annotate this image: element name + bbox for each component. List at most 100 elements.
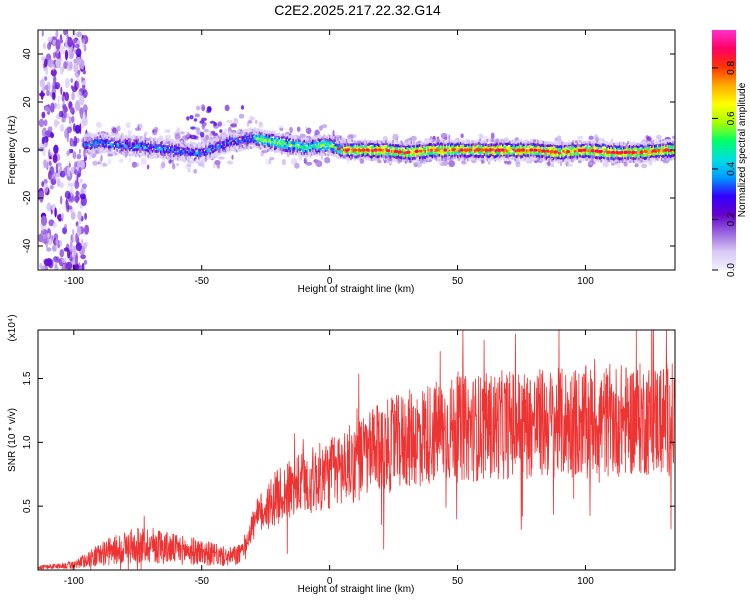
heat-cell <box>494 157 497 161</box>
heat-cell <box>427 158 430 162</box>
heat-cell <box>98 141 100 145</box>
heat-cell <box>83 259 88 265</box>
heat-cell <box>300 140 303 144</box>
heat-cell <box>292 152 295 156</box>
heat-cell <box>297 151 300 155</box>
snr-y-label: SNR (10 * v/v) <box>7 408 18 472</box>
heat-cell <box>410 144 413 148</box>
heat-cell <box>511 139 514 143</box>
heat-cell <box>230 146 233 150</box>
heat-cell <box>490 150 493 154</box>
heat-cell <box>378 152 380 156</box>
heat-cell <box>296 126 301 132</box>
heat-cell <box>134 139 137 142</box>
heat-cell <box>219 136 221 140</box>
heat-cell <box>290 141 293 145</box>
heat-cell <box>196 143 199 147</box>
heat-cell <box>573 154 576 158</box>
heat-cell <box>456 150 459 154</box>
heat-peak <box>377 148 382 152</box>
heat-cell <box>587 157 590 161</box>
heat-cell <box>153 141 155 145</box>
heat-cell <box>137 142 140 146</box>
heat-cell <box>386 152 389 156</box>
heat-cell <box>245 129 248 133</box>
heat-cell <box>437 142 439 146</box>
heat-cell <box>351 150 354 154</box>
heat-cell <box>198 153 200 157</box>
heat-cell <box>630 142 632 146</box>
heat-cell <box>624 159 627 163</box>
heat-cell <box>271 130 273 134</box>
heat-cell <box>361 139 363 143</box>
heat-cell <box>355 140 358 144</box>
heat-cell <box>386 157 389 161</box>
heat-cell <box>105 146 107 150</box>
heat-cell <box>254 134 257 138</box>
heat-cell <box>669 149 672 153</box>
heat-cell <box>530 146 532 150</box>
heat-cell <box>421 152 424 156</box>
heat-cell <box>86 134 89 138</box>
heat-cell <box>269 146 272 150</box>
heat-cell <box>279 127 284 131</box>
heat-cell <box>665 143 667 147</box>
heat-cell <box>537 142 539 146</box>
heat-cell <box>302 145 304 149</box>
heat-cell <box>454 140 456 144</box>
heat-cell <box>293 146 296 150</box>
heat-cell <box>305 152 307 156</box>
heat-cell <box>328 137 331 141</box>
heat-cell <box>637 142 639 146</box>
heat-cell <box>489 158 492 162</box>
heat-cell <box>552 147 555 151</box>
heat-cell <box>406 157 409 161</box>
heat-cell <box>286 133 289 137</box>
heat-cell <box>416 152 418 155</box>
heat-cell <box>175 143 178 147</box>
heat-cell <box>219 138 221 142</box>
heat-cell <box>64 106 68 113</box>
heat-cell <box>587 142 590 146</box>
heat-cell <box>199 160 202 164</box>
heat-cell <box>479 157 482 161</box>
heat-cell <box>120 144 123 148</box>
heat-cell <box>43 159 47 169</box>
heat-cell <box>330 153 333 156</box>
heat-cell <box>454 143 456 147</box>
heat-cell <box>382 152 385 156</box>
heat-cell <box>189 155 192 159</box>
heat-cell <box>168 157 171 161</box>
heat-cell <box>74 124 81 134</box>
heat-cell <box>105 139 107 143</box>
heat-cell <box>131 148 134 152</box>
y-tick-label: -40 <box>22 238 33 253</box>
heat-cell <box>606 159 608 163</box>
heat-cell <box>57 162 62 167</box>
heat-cell <box>73 135 78 147</box>
heat-cell <box>198 141 200 145</box>
heat-cell <box>332 130 335 136</box>
heat-cell <box>226 160 234 165</box>
heat-cell <box>165 141 168 144</box>
heat-cell <box>207 156 210 160</box>
heat-cell <box>577 139 580 143</box>
heat-cell <box>151 152 154 156</box>
heat-cell <box>252 131 255 135</box>
heat-cell <box>592 150 594 154</box>
heat-cell <box>440 158 442 162</box>
heat-cell <box>115 147 117 151</box>
heat-cell <box>585 154 587 158</box>
heat-cell <box>281 151 283 155</box>
heat-cell <box>317 151 320 155</box>
heat-cell <box>296 147 299 151</box>
heat-cell <box>295 141 297 145</box>
heat-cell <box>312 136 314 140</box>
heat-cell <box>187 167 191 173</box>
heat-cell <box>472 140 475 144</box>
heat-cell <box>441 160 449 166</box>
heat-cell <box>259 135 262 139</box>
heat-cell <box>351 148 354 152</box>
heat-cell <box>438 153 441 157</box>
heat-cell <box>195 156 197 160</box>
